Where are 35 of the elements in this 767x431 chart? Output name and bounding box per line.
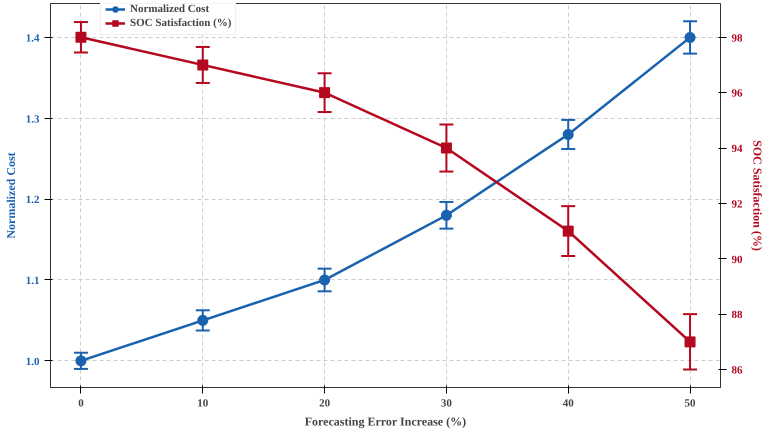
y2-tick-label: 94 bbox=[732, 143, 743, 156]
point bbox=[440, 142, 452, 154]
y-tick-label: 1.0 bbox=[26, 356, 40, 368]
y2-axis-title: SOC Satisfaction (%) bbox=[750, 140, 764, 251]
y-tick-label: 1.4 bbox=[26, 32, 40, 44]
y2-tick-label: 92 bbox=[732, 198, 743, 210]
point bbox=[440, 210, 452, 221]
y-tick-label: 1.2 bbox=[26, 194, 40, 206]
x-tick-label: 40 bbox=[562, 398, 574, 410]
point bbox=[197, 59, 208, 70]
y2-tick-label: 98 bbox=[732, 32, 743, 44]
y-tick-label: 1.1 bbox=[26, 274, 40, 287]
point bbox=[684, 32, 696, 43]
legend-label: SOC Satisfaction (%) bbox=[130, 17, 232, 29]
x-tick-label: 0 bbox=[78, 398, 84, 410]
x-tick-label: 50 bbox=[684, 398, 696, 410]
y2-tick-label: 86 bbox=[732, 364, 743, 377]
y-tick-label: 1.3 bbox=[26, 113, 40, 126]
y2-tick-label: 90 bbox=[732, 254, 743, 266]
point bbox=[319, 87, 330, 98]
x-tick-label: 30 bbox=[440, 398, 452, 410]
point bbox=[75, 32, 86, 43]
y2-tick-label: 88 bbox=[732, 309, 743, 322]
x-axis-title: Forecasting Error Increase (%) bbox=[304, 414, 466, 428]
x-tick-label: 10 bbox=[197, 398, 209, 410]
y-axis-title: Normalized Cost bbox=[4, 152, 18, 239]
point bbox=[75, 355, 86, 366]
legend-label: Normalized Cost bbox=[130, 3, 210, 15]
y2-tick-label: 96 bbox=[732, 88, 743, 100]
point bbox=[562, 226, 574, 237]
point bbox=[197, 314, 208, 326]
x-tick-label: 20 bbox=[319, 398, 331, 410]
point bbox=[319, 274, 330, 286]
point bbox=[684, 336, 696, 348]
point bbox=[562, 128, 574, 140]
